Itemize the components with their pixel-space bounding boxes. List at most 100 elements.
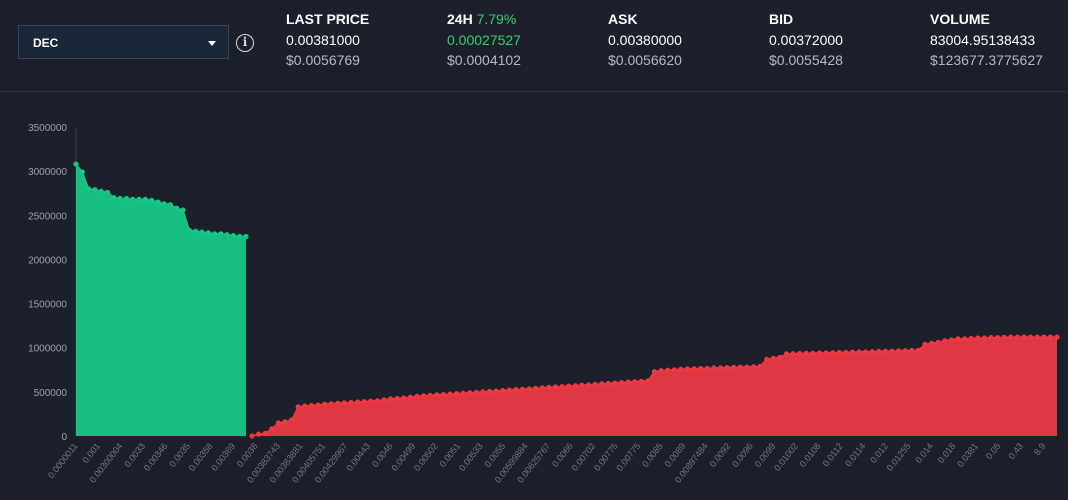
ask-series-point bbox=[599, 381, 605, 387]
ask-series-point bbox=[645, 378, 651, 384]
bid-series-point bbox=[230, 233, 236, 239]
ask-series-point bbox=[849, 349, 856, 355]
ask-series-point bbox=[942, 338, 948, 344]
ask-series-point bbox=[480, 389, 486, 395]
ask-series-point bbox=[724, 365, 730, 371]
ask-series-point bbox=[691, 366, 697, 372]
ask-series-point bbox=[605, 380, 611, 387]
ask-series-point bbox=[764, 356, 770, 362]
bid-series-point bbox=[186, 227, 192, 233]
ask-series-point bbox=[929, 340, 935, 346]
ask-series-point bbox=[1047, 334, 1053, 340]
ask-series-point bbox=[1008, 334, 1014, 340]
ask-series-point bbox=[519, 386, 526, 392]
y-tick-label: 1000000 bbox=[28, 344, 67, 355]
bid-series-point bbox=[136, 196, 142, 202]
x-tick-label: 0.01255 bbox=[885, 441, 913, 473]
ask-series-point bbox=[797, 350, 803, 357]
ask-series-point bbox=[915, 347, 922, 353]
ask-series-point bbox=[777, 354, 783, 360]
last-price-usd: $0.0056769 bbox=[286, 52, 360, 68]
bid-series-point bbox=[155, 199, 161, 205]
ask-series-point bbox=[421, 393, 427, 399]
ask-series-point bbox=[717, 365, 724, 371]
ask-value: 0.00380000 bbox=[608, 32, 682, 48]
ask-series-point bbox=[935, 339, 941, 345]
x-tick-label: 0.0108 bbox=[798, 441, 823, 469]
ask-series-point bbox=[559, 384, 565, 390]
ask-series-point bbox=[1028, 334, 1034, 340]
x-tick-label: 0.00775 bbox=[614, 441, 642, 473]
y-tick-label: 3000000 bbox=[28, 167, 67, 178]
ask-series-point bbox=[592, 381, 598, 387]
x-tick-label: 0.0085 bbox=[640, 441, 665, 469]
ask-series-point bbox=[612, 380, 618, 386]
ask-series-point bbox=[863, 349, 869, 355]
ask-series-point bbox=[460, 390, 466, 396]
y-tick-label: 2500000 bbox=[28, 211, 67, 222]
ask-series-point bbox=[546, 384, 552, 390]
ask-series-point bbox=[651, 369, 658, 375]
ask-series-point bbox=[440, 391, 446, 398]
ask-series-point bbox=[711, 365, 717, 371]
bid-series-point bbox=[142, 196, 148, 202]
ask-series-point bbox=[434, 392, 440, 398]
ask-series-point bbox=[770, 355, 776, 361]
ask-series-point bbox=[658, 368, 664, 374]
ask-series-point bbox=[552, 384, 559, 390]
ask-series-point bbox=[684, 366, 691, 372]
ask-series-point bbox=[308, 402, 314, 409]
ask-series-point bbox=[566, 383, 572, 389]
volume-label: VOLUME bbox=[930, 11, 990, 27]
market-select[interactable]: DEC bbox=[18, 25, 229, 59]
bid-series-point bbox=[218, 231, 224, 237]
ask-series-point bbox=[731, 364, 737, 370]
ask-series-point bbox=[1034, 334, 1040, 340]
change-24h-value: 0.00027527 bbox=[447, 32, 521, 48]
ask-series-point bbox=[869, 349, 875, 355]
ask-series-point bbox=[810, 350, 816, 356]
volume-usd: $123677.3775627 bbox=[930, 52, 1043, 68]
bid-series-area bbox=[76, 164, 246, 436]
ask-series-point bbox=[783, 351, 790, 357]
stat-bid: BID 0.00372000 $0.0055428 bbox=[769, 11, 919, 68]
ask-series-point bbox=[995, 335, 1001, 341]
change-24h-percent: 7.79% bbox=[476, 11, 517, 27]
ask-series-area bbox=[252, 337, 1057, 436]
change-24h-usd: $0.0004102 bbox=[447, 52, 521, 68]
ask-series-point bbox=[289, 417, 295, 423]
ask-series-point bbox=[381, 397, 387, 403]
ask-series-point bbox=[882, 348, 889, 354]
bid-series-point bbox=[73, 161, 79, 167]
ask-series-point bbox=[744, 364, 750, 370]
bid-series-point bbox=[167, 202, 173, 208]
ask-series-point bbox=[948, 337, 955, 343]
bid-series-point bbox=[243, 233, 249, 240]
bid-series-point bbox=[161, 201, 167, 207]
x-tick-label: 0.00502 bbox=[412, 441, 440, 473]
ask-series-point bbox=[407, 394, 413, 400]
ask-series-point bbox=[704, 365, 710, 371]
ask-series-point bbox=[374, 398, 380, 404]
ask-series-point bbox=[889, 348, 895, 354]
bid-series-point bbox=[98, 188, 104, 194]
info-icon[interactable]: i bbox=[236, 34, 254, 52]
ask-series-point bbox=[427, 392, 433, 398]
x-tick-label: 0.018 bbox=[936, 441, 958, 465]
bid-label: BID bbox=[769, 11, 794, 27]
ask-series-point bbox=[447, 391, 453, 397]
x-tick-label: 0.0096 bbox=[730, 441, 755, 469]
ask-series-point bbox=[394, 395, 400, 402]
ask-series-point bbox=[249, 433, 255, 439]
stat-volume: VOLUME 83004.95138433 $123677.3775627 bbox=[930, 11, 1068, 68]
ask-series-point bbox=[1041, 334, 1047, 340]
ask-series-point bbox=[1054, 334, 1060, 340]
y-tick-label: 3500000 bbox=[28, 123, 67, 134]
ask-series-point bbox=[256, 431, 262, 437]
ask-series-point bbox=[585, 382, 592, 388]
x-tick-label: 0.0112 bbox=[821, 441, 845, 468]
bid-series-point bbox=[193, 228, 199, 234]
bid-series-point bbox=[237, 233, 243, 240]
ask-series-point bbox=[506, 387, 512, 393]
ask-label: ASK bbox=[608, 11, 638, 27]
